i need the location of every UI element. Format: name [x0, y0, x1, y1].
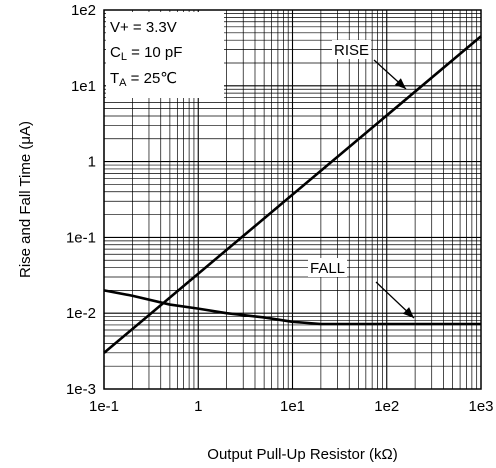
- y-axis-label: Rise and Fall Time (μA): [17, 121, 34, 278]
- x-tick-label: 1e-1: [89, 398, 119, 415]
- y-axis-ticks: 1e-3 1e-2 1e-1 1 1e1 1e2: [66, 2, 96, 398]
- fall-arrowhead: [402, 307, 414, 318]
- plot-frame: [103, 9, 482, 390]
- rise-arrowhead: [394, 78, 406, 89]
- condition-supply-voltage: V+ = 3.3V: [110, 19, 177, 36]
- x-axis-ticks: 1e-1 1 1e1 1e2 1e3: [89, 398, 494, 415]
- y-tick-label: 1e-3: [66, 381, 96, 398]
- fall-series-label: FALL: [310, 260, 345, 277]
- series-layer: [103, 35, 482, 354]
- rise-series-line: [103, 35, 482, 354]
- y-tick-label: 1e-1: [66, 229, 96, 246]
- x-tick-label: 1e2: [374, 398, 399, 415]
- x-tick-label: 1e3: [468, 398, 493, 415]
- condition-load-capacitance: CL = 10 pF: [110, 44, 182, 63]
- condition-ambient-temperature: TA = 25℃: [110, 70, 177, 89]
- x-axis-label: Output Pull-Up Resistor (kΩ): [207, 446, 397, 463]
- conditions-box: V+ = 3.3V CL = 10 pF TA = 25℃: [106, 12, 224, 98]
- y-tick-label: 1e-2: [66, 305, 96, 322]
- y-tick-label: 1e2: [71, 2, 96, 19]
- rise-annotation: RISE: [332, 40, 407, 90]
- y-tick-label: 1e1: [71, 78, 96, 95]
- y-tick-label: 1: [88, 154, 96, 171]
- rise-label-background: [332, 40, 372, 59]
- fall-annotation: FALL: [308, 258, 415, 319]
- fall-label-background: [308, 258, 348, 277]
- x-tick-label: 1e1: [280, 398, 305, 415]
- x-tick-label: 1: [194, 398, 202, 415]
- conditions-background: [106, 12, 224, 98]
- rise-series-label: RISE: [334, 42, 369, 59]
- fall-series-line: [103, 289, 481, 326]
